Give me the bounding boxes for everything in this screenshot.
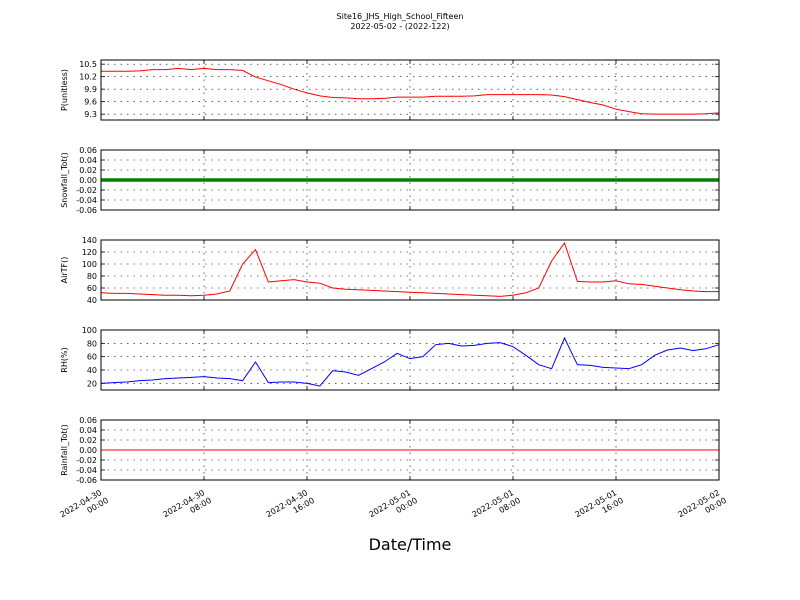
y-tick-label: 0.02 bbox=[79, 436, 97, 445]
y-axis-label: Rainfall_Tot() bbox=[60, 424, 69, 476]
y-tick-label: -0.02 bbox=[76, 456, 97, 465]
y-tick-label: 0.04 bbox=[79, 156, 97, 165]
y-axis-label: Snowfall_Tot() bbox=[60, 152, 69, 208]
y-tick-label: 100 bbox=[82, 326, 97, 335]
y-tick-label: 0.02 bbox=[79, 166, 97, 175]
plot-frame bbox=[100, 419, 720, 481]
chart-title: Site16_JHS_High_School_Fifteen bbox=[337, 12, 464, 21]
x-axis-label: Date/Time bbox=[369, 535, 452, 554]
y-tick-label: 140 bbox=[82, 236, 97, 245]
x-tick-label: 2022-04-3008:00 bbox=[161, 487, 213, 528]
y-tick-label: 10.5 bbox=[79, 60, 97, 69]
plot-frame bbox=[100, 329, 720, 391]
y-tick-label: -0.04 bbox=[76, 466, 97, 475]
x-tick-label: 2022-05-0116:00 bbox=[573, 487, 625, 528]
y-tick-label: 9.6 bbox=[84, 98, 97, 107]
y-tick-label: 9.3 bbox=[84, 110, 97, 119]
y-tick-label: 40 bbox=[87, 366, 97, 375]
plot-frame bbox=[100, 149, 720, 211]
chart-subtitle: 2022-05-02 - (2022-122) bbox=[350, 22, 449, 31]
y-tick-label: 20 bbox=[87, 379, 97, 388]
y-tick-label: 80 bbox=[87, 339, 97, 348]
data-line bbox=[100, 241, 719, 297]
y-tick-label: 40 bbox=[87, 296, 97, 305]
x-tick-label: 2022-05-0108:00 bbox=[470, 487, 522, 528]
data-line bbox=[101, 67, 720, 115]
x-tick-label: 2022-04-3000:00 bbox=[58, 487, 110, 528]
y-axis-label: RH(%) bbox=[60, 347, 69, 372]
y-tick-label: 0.00 bbox=[79, 446, 97, 455]
y-tick-label: -0.04 bbox=[76, 196, 97, 205]
y-tick-label: 120 bbox=[82, 248, 97, 257]
y-tick-label: -0.02 bbox=[76, 186, 97, 195]
y-axis-label: AirTF() bbox=[60, 257, 69, 284]
y-tick-label: -0.06 bbox=[76, 476, 97, 485]
y-tick-label: 10.2 bbox=[79, 73, 97, 82]
y-tick-label: -0.06 bbox=[76, 206, 97, 215]
y-tick-label: 0.04 bbox=[79, 426, 97, 435]
x-tick-label: 2022-05-0100:00 bbox=[367, 487, 419, 528]
y-axis-label: P(unitless) bbox=[60, 69, 69, 111]
plot-frame bbox=[100, 239, 720, 301]
plot-frame bbox=[100, 59, 720, 121]
y-tick-label: 9.9 bbox=[84, 85, 97, 94]
y-tick-label: 60 bbox=[87, 284, 97, 293]
y-tick-label: 80 bbox=[87, 272, 97, 281]
data-line bbox=[100, 336, 720, 387]
y-tick-label: 0.00 bbox=[79, 176, 97, 185]
y-tick-label: 60 bbox=[87, 353, 97, 362]
y-tick-label: 0.06 bbox=[79, 146, 97, 155]
x-tick-label: 2022-04-3016:00 bbox=[264, 487, 316, 528]
y-tick-label: 0.06 bbox=[79, 416, 97, 425]
x-tick-label: 2022-05-0200:00 bbox=[676, 487, 728, 528]
y-tick-label: 100 bbox=[82, 260, 97, 269]
